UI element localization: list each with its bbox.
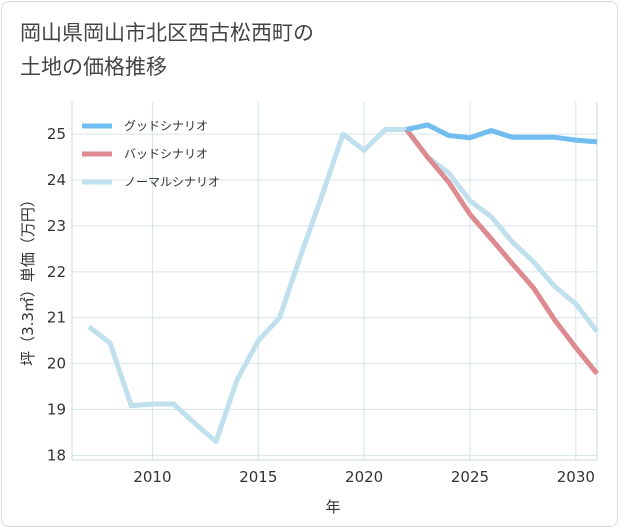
y-tick-label-20: 20 [47, 355, 66, 373]
plot-frame [71, 102, 598, 461]
x-tick-label-2025: 2025 [451, 468, 489, 486]
grid-lines [72, 102, 597, 460]
legend-label-2: ノーマルシナリオ [124, 175, 220, 189]
chart-title: 岡山県岡山市北区西古松西町の 土地の価格推移 [20, 21, 314, 79]
tick-labels: 2010 2015 2020 2025 2030 18 19 20 21 22 23 24 25 [47, 125, 595, 486]
legend-label-1: バッドシナリオ [124, 147, 208, 161]
x-tick-label-2020: 2020 [345, 468, 383, 486]
series-line-1 [404, 127, 599, 376]
y-tick-label-24: 24 [47, 171, 66, 189]
y-tick-label-22: 22 [47, 263, 66, 281]
x-tick-label-2030: 2030 [557, 468, 595, 486]
series-line-0 [405, 122, 598, 145]
y-tick-label-25: 25 [47, 125, 66, 143]
y-tick-label-18: 18 [47, 446, 66, 464]
x-tick-label-2015: 2015 [239, 468, 277, 486]
x-tick-label-2010: 2010 [133, 468, 171, 486]
y-axis-label: 坪（3.3㎡）単価（万円） [19, 192, 37, 366]
y-tick-label-21: 21 [47, 309, 66, 327]
series-line-2 [87, 127, 599, 445]
series-lines [87, 122, 599, 445]
y-tick-label-23: 23 [47, 217, 66, 235]
x-axis-label: 年 [325, 498, 340, 516]
y-tick-label-19: 19 [47, 401, 66, 419]
legend-label-0: グッドシナリオ [124, 119, 208, 133]
